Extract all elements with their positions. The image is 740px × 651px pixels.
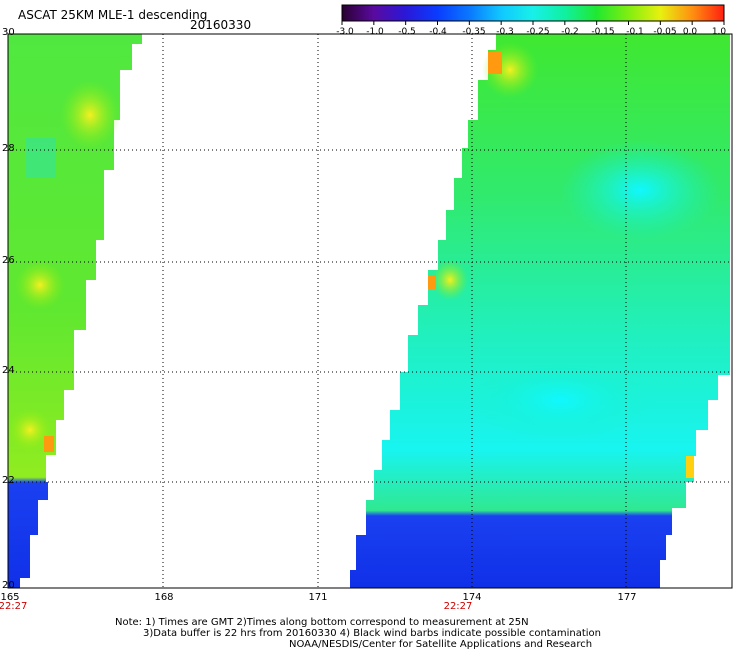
colorbar-label: -0.5 [398,27,416,37]
y-tick-label: 26 [2,255,15,266]
y-tick-label: 22 [2,475,15,486]
x-tick-label: 174 [462,592,482,603]
map-date: 20160330 [190,18,252,32]
x-tick-label: 165 [0,592,20,603]
colorbar-label: -0.25 [526,27,550,37]
colorbar-label: -0.15 [591,27,615,37]
colorbar-label: 1.0 [711,27,727,37]
time-label-middle: 22:27 [443,601,473,612]
y-tick-label: 20 [2,580,15,591]
colorbar-label: -1.0 [366,27,384,37]
x-tick-label: 177 [617,592,637,603]
footnote-line-2: 3)Data buffer is 22 hrs from 20160330 4)… [143,628,601,639]
x-tick-label: 168 [154,592,174,603]
plot-frame [7,33,733,589]
y-tick-label: 28 [2,143,15,154]
left-swath [8,34,142,588]
y-tick-label: 24 [2,365,15,376]
colorbar-label: -0.4 [429,27,447,37]
colorbar-label: -3.0 [336,27,354,37]
map-title: ASCAT 25KM MLE-1 descending [18,8,208,22]
footnote-line-3: NOAA/NESDIS/Center for Satellite Applica… [289,639,593,650]
colorbar-ramp [341,4,725,22]
colorbar-label: -0.35 [462,27,486,37]
colorbar-label: 0.0 [682,27,698,37]
colorbar-label: -0.3 [496,27,514,37]
time-label-left: 22:27 [0,601,28,612]
colorbar-label: -0.2 [561,27,579,37]
y-tick-label: 30 [2,27,15,38]
right-swath [350,34,730,588]
grid-lines [8,34,732,588]
colorbar-label: -0.1 [626,27,644,37]
colorbar-label: -0.05 [653,27,677,37]
colorbar [341,4,725,25]
x-tick-label: 171 [308,592,328,603]
footnote-line-1: Note: 1) Times are GMT 2)Times along bot… [115,617,529,628]
